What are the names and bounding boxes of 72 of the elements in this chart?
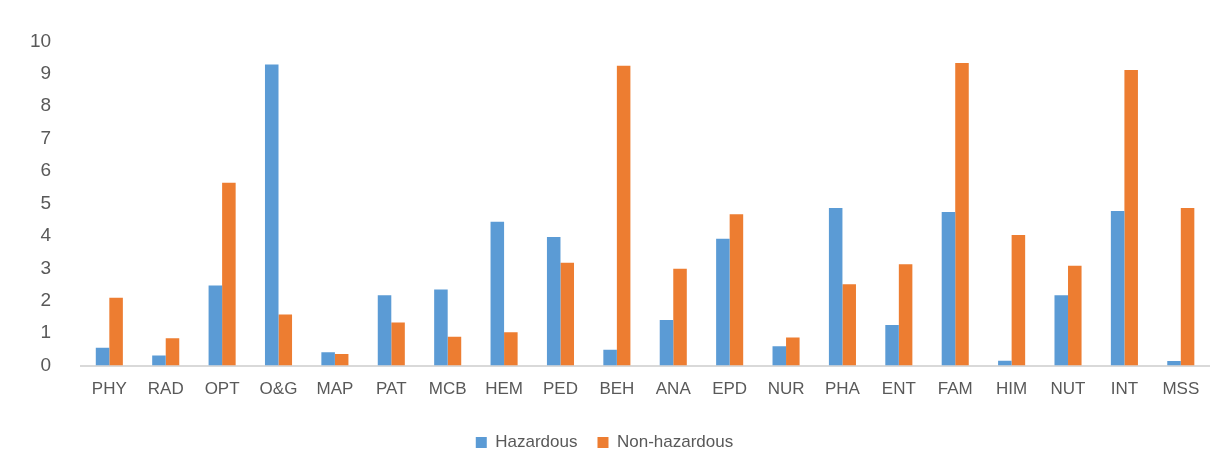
bar xyxy=(1124,69,1138,366)
bar xyxy=(673,268,687,366)
x-tick-label: MSS xyxy=(1162,379,1200,399)
bar xyxy=(1110,210,1125,366)
x-tick-label: MAP xyxy=(316,379,354,399)
bar xyxy=(109,297,123,366)
bar xyxy=(222,182,236,366)
x-tick-label: ENT xyxy=(881,379,916,399)
legend-label: Hazardous xyxy=(495,432,578,452)
bar xyxy=(391,322,405,366)
bar xyxy=(898,264,913,366)
bar xyxy=(729,214,744,366)
bar xyxy=(560,262,575,366)
bar xyxy=(377,295,392,366)
y-tick-label: 0 xyxy=(40,353,52,375)
bar xyxy=(941,211,956,366)
bar xyxy=(490,221,505,366)
y-tick-label: 7 xyxy=(40,126,52,148)
bar xyxy=(842,284,856,366)
bar xyxy=(616,65,631,366)
y-tick-label: 8 xyxy=(40,94,52,116)
bar xyxy=(1167,361,1181,366)
bar xyxy=(208,285,223,366)
bar xyxy=(546,236,561,366)
y-tick-label: 4 xyxy=(40,224,52,246)
bar xyxy=(716,238,730,366)
bar xyxy=(434,289,448,366)
bar xyxy=(1180,208,1195,366)
y-tick-label: 10 xyxy=(29,29,52,51)
bar xyxy=(334,353,349,366)
bar xyxy=(828,208,843,366)
bar xyxy=(659,319,674,366)
x-tick-label: NUT xyxy=(1050,379,1086,399)
bar xyxy=(165,338,180,366)
bar xyxy=(885,325,899,366)
x-tick-label: BEH xyxy=(599,379,635,399)
bar xyxy=(504,332,518,366)
x-tick-label: HEM xyxy=(485,379,523,399)
bar xyxy=(603,349,617,366)
bar xyxy=(1054,295,1069,366)
y-tick-label: 2 xyxy=(40,288,52,310)
y-tick-label: 3 xyxy=(40,256,52,278)
x-tick-label: PHA xyxy=(824,379,861,399)
x-tick-label: FAM xyxy=(937,379,973,399)
bar xyxy=(772,346,787,366)
bar xyxy=(1068,265,1082,366)
x-tick-label: OPT xyxy=(204,379,240,399)
x-tick-label: O&G xyxy=(259,379,298,399)
bar xyxy=(152,355,166,366)
bar xyxy=(95,347,110,366)
y-tick-label: 9 xyxy=(40,62,52,84)
x-tick-label: ANA xyxy=(655,379,692,399)
bar xyxy=(1011,234,1026,366)
y-tick-label: 5 xyxy=(40,191,52,213)
x-tick-label: RAD xyxy=(147,379,184,399)
y-tick-label: 1 xyxy=(40,321,52,343)
x-tick-label: INT xyxy=(1110,379,1139,399)
x-tick-label: EPD xyxy=(712,379,748,399)
bar xyxy=(321,352,335,366)
bar xyxy=(786,337,800,366)
bar xyxy=(955,63,969,366)
x-tick-label: PED xyxy=(542,379,578,399)
x-tick-label: NUR xyxy=(767,379,805,399)
bar xyxy=(278,314,293,366)
bar xyxy=(447,336,462,366)
bar xyxy=(264,64,279,366)
x-tick-label: HIM xyxy=(996,379,1028,399)
x-tick-label: PHY xyxy=(91,379,127,399)
x-tick-label: MCB xyxy=(428,379,467,399)
x-tick-label: PAT xyxy=(376,379,407,399)
legend-label: Non-hazardous xyxy=(616,432,734,452)
y-tick-label: 6 xyxy=(40,159,52,181)
